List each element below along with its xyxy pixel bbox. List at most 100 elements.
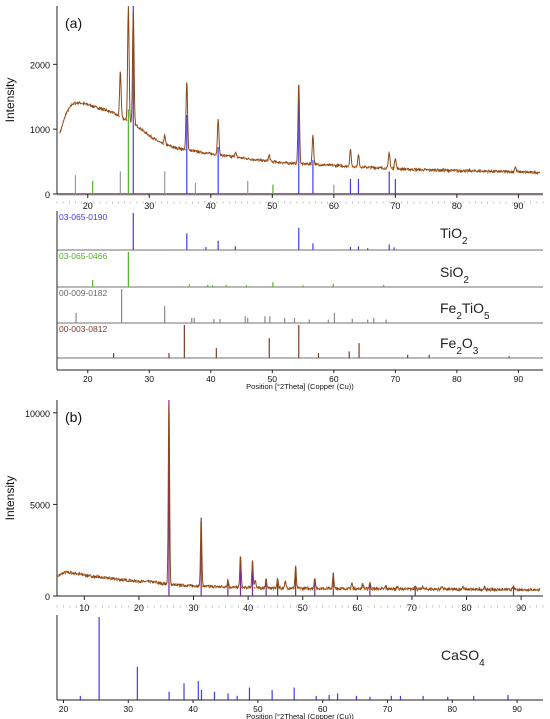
data-point	[361, 166, 364, 168]
data-point	[110, 111, 113, 114]
x-tick-label: 30	[144, 201, 154, 211]
data-point	[135, 580, 138, 583]
data-point	[66, 110, 69, 113]
phase-label: SiO2	[440, 264, 469, 286]
panel-a: (a) Intensity 0 1000 2000 20 30 40 50 60 70 80 90 03-…	[3, 5, 544, 391]
strip-x-tick-label: 30	[124, 704, 134, 714]
data-point	[435, 169, 438, 172]
data-point	[528, 588, 531, 591]
pattern-code: 03-065-0466	[59, 251, 107, 261]
x-tick-label: 80	[462, 603, 472, 613]
data-point	[109, 577, 112, 580]
strip-x-tick-label: 70	[391, 374, 401, 384]
strip-x-tick-label: 20	[83, 374, 93, 384]
phase-label: Fe2O3	[440, 335, 479, 357]
data-point	[299, 587, 302, 590]
data-point	[155, 581, 158, 584]
data-point	[280, 161, 283, 164]
data-point	[140, 128, 143, 131]
strip-x-axis-label: Position [°2Theta] (Copper (Cu))	[246, 382, 354, 391]
x-tick-label: 80	[452, 201, 462, 211]
data-point	[502, 588, 505, 591]
data-point	[417, 588, 420, 590]
data-point	[103, 576, 105, 579]
data-point	[398, 168, 401, 170]
data-point	[273, 160, 276, 163]
strip-x-tick-label: 50	[253, 704, 263, 714]
y-axis-label: Intensity	[3, 78, 17, 123]
data-point	[188, 584, 191, 587]
data-point	[332, 587, 335, 590]
data-point	[339, 164, 342, 167]
data-point	[175, 584, 177, 586]
data-point	[411, 588, 413, 590]
phase-label: TiO2	[440, 225, 468, 247]
data-point	[404, 588, 407, 590]
data-point	[76, 572, 79, 575]
data-point	[116, 578, 118, 581]
data-point	[129, 579, 132, 582]
data-point	[319, 587, 322, 590]
data-point	[169, 145, 172, 148]
data-point	[194, 585, 197, 587]
data-point	[384, 587, 387, 590]
strip-x-tick-label: 30	[145, 374, 155, 384]
data-point	[243, 157, 246, 160]
x-tick-label: 20	[83, 201, 93, 211]
x-tick-label: 30	[189, 603, 199, 613]
data-point	[420, 168, 423, 171]
data-point	[228, 155, 231, 158]
x-tick-label: 70	[407, 603, 417, 613]
y-tick-label: 1000	[30, 125, 50, 135]
data-point	[376, 166, 379, 169]
x-tick-label: 70	[390, 201, 400, 211]
data-point	[317, 163, 320, 166]
data-point	[428, 169, 431, 171]
x-tick-label: 50	[298, 603, 308, 613]
strip-x-tick-label: 90	[512, 704, 522, 714]
data-point	[470, 588, 472, 591]
data-point	[207, 585, 210, 588]
strip-x-axis-label: Position [°2Theta] (Copper (Cu))	[246, 712, 354, 719]
data-point	[199, 151, 202, 154]
data-point	[73, 102, 76, 105]
data-point	[236, 156, 239, 159]
data-point	[214, 153, 217, 156]
data-point	[295, 162, 298, 165]
data-point	[383, 167, 386, 170]
panel-b: (b) Intensity 0 5000 10000 10 20 30 40 50 60 70 80 90…	[3, 400, 544, 719]
data-point	[147, 134, 150, 137]
x-tick-label: 60	[352, 603, 362, 613]
y-tick-label: 5000	[30, 500, 50, 510]
data-point	[391, 588, 394, 590]
data-point	[406, 168, 408, 171]
data-point	[214, 585, 217, 588]
data-point	[465, 169, 468, 172]
data-point	[524, 171, 527, 174]
data-point	[443, 169, 445, 172]
data-point	[279, 587, 282, 589]
data-point	[118, 115, 121, 118]
data-point	[122, 579, 125, 581]
data-point	[103, 108, 106, 111]
data-point	[265, 160, 268, 162]
diffraction-pattern-line	[59, 5, 541, 176]
strip-x-tick-label: 40	[188, 704, 198, 714]
data-point	[227, 586, 230, 588]
data-point	[155, 139, 157, 141]
data-point	[240, 586, 243, 589]
data-point	[397, 588, 400, 590]
data-point	[206, 152, 209, 155]
strip-x-tick-label: 60	[329, 374, 339, 384]
data-point	[365, 587, 367, 590]
data-point	[258, 159, 261, 162]
data-point	[273, 587, 276, 589]
data-point	[509, 588, 512, 591]
data-point	[522, 588, 525, 591]
data-point	[63, 571, 66, 574]
strip-x-tick-label: 40	[206, 374, 216, 384]
y-axis-label: Intensity	[3, 476, 17, 521]
data-point	[88, 104, 91, 107]
panel-label: (b)	[65, 409, 82, 425]
data-point	[70, 571, 73, 574]
